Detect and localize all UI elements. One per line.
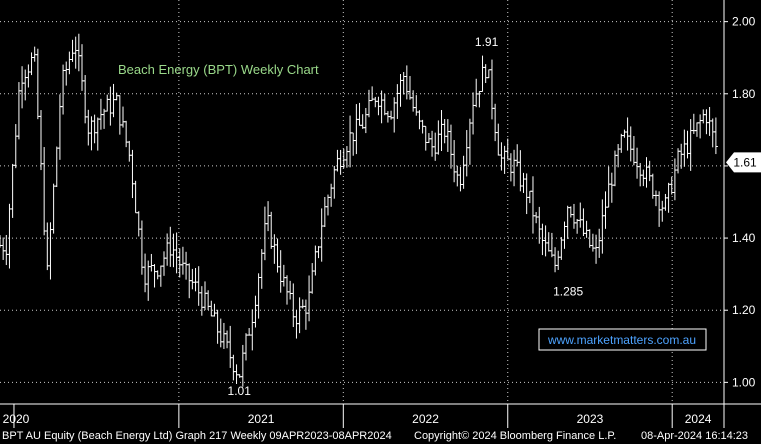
chart-labels: Beach Energy (BPT) Weekly Chart 1.91 1.01 1… [118,35,761,398]
price-annotation: 1.285 [553,285,583,299]
footer-security-info: BPT AU Equity (Beach Energy Ltd) Graph 2… [2,430,392,442]
last-price-tag [726,152,761,173]
y-tick-label: 1.00 [732,375,756,389]
x-tick-label: 2021 [248,412,275,426]
footer-bar: BPT AU Equity (Beach Energy Ltd) Graph 2… [0,428,761,444]
watermark-text: www.marketmatters.com.au [547,333,696,347]
chart-title: Beach Energy (BPT) Weekly Chart [118,62,319,77]
price-bars [0,33,718,387]
price-annotation: 1.91 [475,35,499,49]
x-tick-label: 2022 [412,412,439,426]
watermark-box [538,328,707,351]
last-price-label: 1.61 [733,155,757,169]
y-tick-label: 1.80 [732,87,756,101]
x-tick-label: 2024 [685,412,712,426]
footer-timestamp: 08-Apr-2024 16:14:23 [641,430,749,442]
footer-copyright: Copyright© 2024 Bloomberg Finance L.P. [414,430,617,442]
x-tick-label: 2020 [3,412,30,426]
y-tick-label: 2.00 [732,15,756,29]
price-annotation: 1.01 [228,384,252,398]
x-tick-label: 2023 [577,412,604,426]
y-tick-label: 1.20 [732,303,756,317]
axes: 1.001.201.401.601.802.002020202120222023… [0,0,761,428]
y-tick-label: 1.40 [732,231,756,245]
